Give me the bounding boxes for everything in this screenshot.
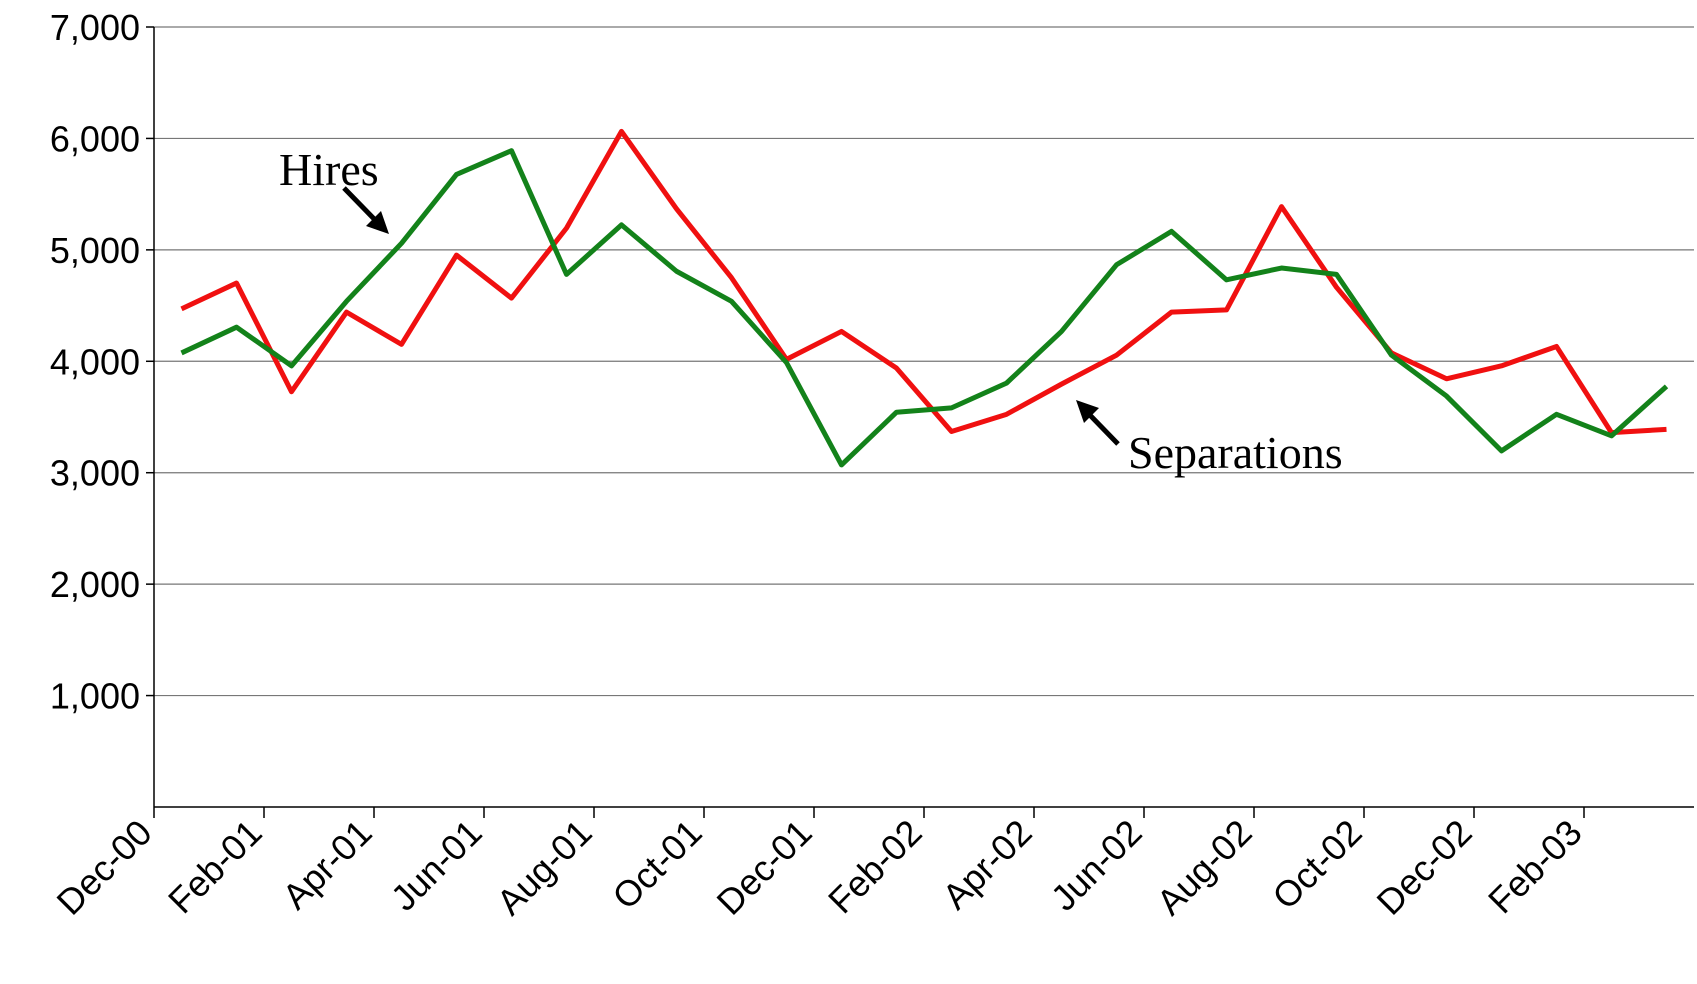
series-line xyxy=(180,148,1669,468)
x-tick-label: Feb-02 xyxy=(820,812,930,922)
separations-arrowhead xyxy=(1076,400,1099,423)
separations-label: Separations xyxy=(1128,427,1343,478)
hires-arrowhead xyxy=(366,211,389,234)
y-tick-label: 7,000 xyxy=(50,7,140,48)
x-tick-label: Jun-01 xyxy=(383,812,490,919)
y-tick-label: 4,000 xyxy=(50,341,140,382)
hires-label: Hires xyxy=(279,144,379,195)
x-tick-label: Oct-02 xyxy=(1264,812,1369,917)
x-tick-label: Dec-01 xyxy=(709,812,820,923)
y-tick-label: 1,000 xyxy=(50,676,140,717)
x-tick-label: Dec-02 xyxy=(1369,812,1480,923)
x-tick-label: Feb-01 xyxy=(160,812,270,922)
x-tick-label: Jun-02 xyxy=(1043,812,1150,919)
y-tick-label: 2,000 xyxy=(50,564,140,605)
x-tick-label: Feb-03 xyxy=(1480,812,1590,922)
x-tick-label: Aug-01 xyxy=(489,812,600,923)
series-line xyxy=(180,128,1667,436)
x-tick-label: Dec-00 xyxy=(49,812,160,923)
x-tick-label: Aug-02 xyxy=(1149,812,1260,923)
y-tick-label: 5,000 xyxy=(50,230,140,271)
x-tick-label: Oct-01 xyxy=(604,812,709,917)
y-tick-label: 3,000 xyxy=(50,453,140,494)
x-tick-label: Apr-02 xyxy=(934,812,1039,917)
y-tick-label: 6,000 xyxy=(50,118,140,159)
x-tick-label: Apr-01 xyxy=(274,812,379,917)
